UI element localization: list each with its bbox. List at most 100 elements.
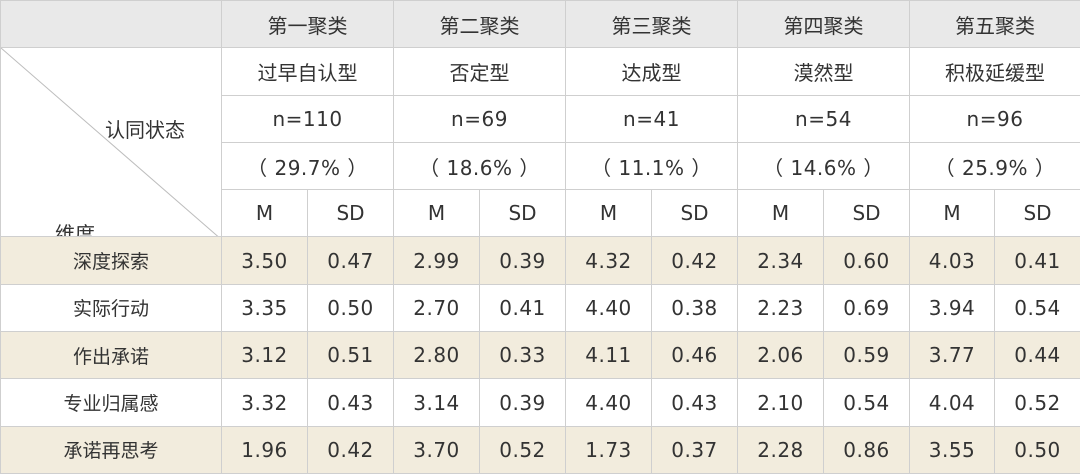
stat-header-row: M SD M SD M SD M SD M SD (1, 189, 1080, 238)
table-cell: 0.52 (994, 378, 1080, 427)
table-cell: 2.10 (737, 378, 824, 427)
table-cell: 0.33 (479, 331, 566, 380)
cluster-4-pct: （ 14.6% ） (737, 141, 910, 191)
table-cell: 0.46 (651, 331, 738, 380)
corner-dimension-label: 维度 (55, 222, 95, 237)
mean-header: M (221, 189, 308, 238)
cluster-2-pct: （ 18.6% ） (393, 141, 566, 191)
table-row: 承诺再思考 1.96 0.42 3.70 0.52 1.73 0.37 2.28… (0, 425, 1080, 474)
mean-header: M (737, 189, 824, 238)
table-cell: 0.44 (994, 331, 1080, 380)
corner-top-cell (0, 0, 222, 49)
cluster-4-type: 漠然型 (737, 47, 910, 96)
table-cell: 0.41 (994, 236, 1080, 285)
table-cell: 0.52 (479, 425, 566, 474)
cluster-1-pct: （ 29.7% ） (221, 141, 394, 191)
table-cell: 3.35 (221, 283, 308, 333)
table-cell: 4.40 (565, 283, 652, 333)
table-cell: 2.70 (393, 283, 480, 333)
table-cell: 0.54 (823, 378, 910, 427)
row-label: 作出承诺 (0, 331, 222, 380)
table-cell: 4.40 (565, 378, 652, 427)
table-cell: 3.32 (221, 378, 308, 427)
mean-header: M (565, 189, 652, 238)
cluster-1-n: n=110 (221, 94, 394, 143)
cluster-3-n: n=41 (565, 94, 738, 143)
sd-header: SD (479, 189, 566, 238)
row-label: 承诺再思考 (0, 425, 222, 474)
table-cell: 4.03 (909, 236, 995, 285)
cluster-3-pct: （ 11.1% ） (565, 141, 738, 191)
corner-diagonal-box: 认同状态 维度 (1, 48, 221, 237)
table-cell: 0.42 (651, 236, 738, 285)
cluster-5-pct: （ 25.9% ） (909, 141, 1080, 191)
table-cell: 1.73 (565, 425, 652, 474)
row-label: 实际行动 (0, 283, 222, 333)
table-cell: 0.59 (823, 331, 910, 380)
table-cell: 0.43 (307, 378, 394, 427)
cluster-4-n: n=54 (737, 94, 910, 143)
table-cell: 0.69 (823, 283, 910, 333)
table-cell: 1.96 (221, 425, 308, 474)
table-cell: 3.55 (909, 425, 995, 474)
table-row: 作出承诺 3.12 0.51 2.80 0.33 4.11 0.46 2.06 … (0, 331, 1080, 380)
row-label: 专业归属感 (0, 378, 222, 427)
cluster-2-name: 第二聚类 (393, 0, 566, 49)
table-cell: 0.38 (651, 283, 738, 333)
table-cell: 0.86 (823, 425, 910, 474)
table-cell: 2.80 (393, 331, 480, 380)
sd-header: SD (651, 189, 738, 238)
table-cell: 0.60 (823, 236, 910, 285)
table-cell: 3.14 (393, 378, 480, 427)
row-label: 深度探索 (0, 236, 222, 285)
table-cell: 3.12 (221, 331, 308, 380)
table-cell: 0.43 (651, 378, 738, 427)
table-cell: 0.41 (479, 283, 566, 333)
table-cell: 3.50 (221, 236, 308, 285)
diagonal-divider-line (1, 48, 218, 236)
cluster-2-type: 否定型 (393, 47, 566, 96)
sd-header: SD (994, 189, 1080, 238)
corner-cell: 认同状态 维度 (0, 47, 222, 238)
table-cell: 0.54 (994, 283, 1080, 333)
cluster-3-type: 达成型 (565, 47, 738, 96)
table-cell: 0.39 (479, 378, 566, 427)
table-cell: 2.34 (737, 236, 824, 285)
table-cell: 3.70 (393, 425, 480, 474)
mean-header: M (393, 189, 480, 238)
cluster-5-type: 积极延缓型 (909, 47, 1080, 96)
table-cell: 3.77 (909, 331, 995, 380)
mean-header: M (909, 189, 995, 238)
table-cell: 0.47 (307, 236, 394, 285)
table-row: 实际行动 3.35 0.50 2.70 0.41 4.40 0.38 2.23 … (0, 283, 1080, 333)
sd-header: SD (307, 189, 394, 238)
table-cell: 0.51 (307, 331, 394, 380)
cluster-3-name: 第三聚类 (565, 0, 738, 49)
cluster-2-n: n=69 (393, 94, 566, 143)
corner-status-label: 认同状态 (105, 118, 185, 143)
percentage-row: （ 29.7% ） （ 18.6% ） （ 11.1% ） （ 14.6% ） … (1, 141, 1080, 191)
cluster-1-type: 过早自认型 (221, 47, 394, 96)
cluster-4-name: 第四聚类 (737, 0, 910, 49)
identity-type-row: 认同状态 维度 过早自认型 否定型 达成型 漠然型 积极延缓型 (0, 47, 1080, 238)
table-cell: 0.39 (479, 236, 566, 285)
cluster-name-row: 第一聚类 第二聚类 第三聚类 第四聚类 第五聚类 (0, 0, 1080, 49)
table-cell: 3.94 (909, 283, 995, 333)
table-cell: 2.99 (393, 236, 480, 285)
table-row: 专业归属感 3.32 0.43 3.14 0.39 4.40 0.43 2.10… (0, 378, 1080, 427)
table-cell: 0.37 (651, 425, 738, 474)
table-cell: 4.11 (565, 331, 652, 380)
cluster-5-name: 第五聚类 (909, 0, 1080, 49)
sd-header: SD (823, 189, 910, 238)
table-cell: 0.42 (307, 425, 394, 474)
table-cell: 2.28 (737, 425, 824, 474)
cluster-5-n: n=96 (909, 94, 1080, 143)
table-cell: 2.23 (737, 283, 824, 333)
sample-size-row: n=110 n=69 n=41 n=54 n=96 (1, 94, 1080, 143)
table-cell: 4.04 (909, 378, 995, 427)
table-row: 深度探索 3.50 0.47 2.99 0.39 4.32 0.42 2.34 … (0, 236, 1080, 285)
table-cell: 2.06 (737, 331, 824, 380)
table-cell: 0.50 (307, 283, 394, 333)
